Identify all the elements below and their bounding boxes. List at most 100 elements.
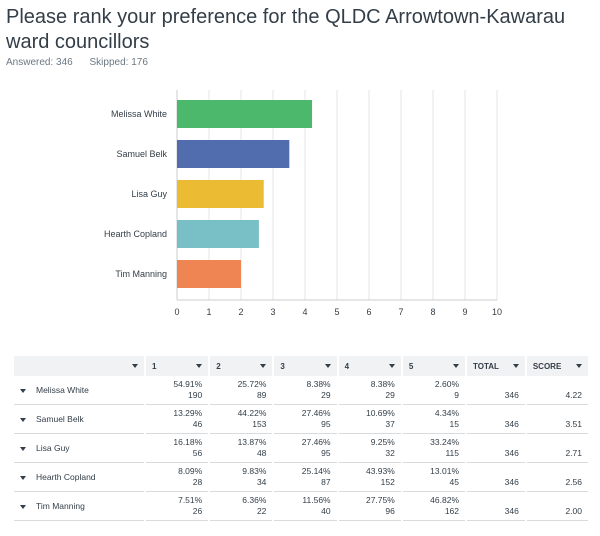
rank-cell: 16.18% 56 <box>143 433 210 463</box>
x-tick-label: 10 <box>492 307 502 315</box>
rank-count: 26 <box>192 506 203 516</box>
category-label: Lisa Guy <box>131 189 167 199</box>
rank-cell: 25.14% 87 <box>272 462 338 492</box>
column-header-label: 3 <box>280 361 285 371</box>
response-stats: Answered: 346 Skipped: 176 <box>6 57 162 68</box>
column-header-label: TOTAL <box>473 361 499 371</box>
column-header[interactable]: TOTAL <box>465 356 526 376</box>
rank-percent: 10.69% <box>365 408 395 418</box>
rank-cell: 7.51% 26 <box>143 491 210 521</box>
table-header-row: 1 2 3 4 5 TOTAL SCORE <box>14 356 588 376</box>
rank-cell: 27.46% 95 <box>272 404 338 434</box>
chevron-down-icon[interactable] <box>20 446 26 451</box>
rank-percent: 16.18% <box>173 437 203 447</box>
chevron-down-icon <box>453 364 460 368</box>
x-tick-label: 8 <box>430 307 435 315</box>
total-value: 346 <box>504 477 519 487</box>
rank-count: 152 <box>380 477 395 487</box>
bar[interactable] <box>177 140 290 168</box>
rank-percent: 54.91% <box>173 379 203 389</box>
table-row: Tim Manning 7.51% 26 6.36% 22 11.56% 40 27.75% 9… <box>14 491 588 521</box>
rank-percent: 46.82% <box>430 495 460 505</box>
total-cell: 346 <box>465 433 526 463</box>
column-header[interactable]: 5 <box>400 356 467 376</box>
column-header[interactable]: 3 <box>272 356 338 376</box>
column-header[interactable]: 2 <box>208 356 274 376</box>
total-value: 346 <box>504 419 519 429</box>
chevron-down-icon[interactable] <box>20 475 26 480</box>
column-header[interactable]: SCORE <box>524 356 588 376</box>
rank-cell: 13.87% 48 <box>208 433 274 463</box>
rank-count: 28 <box>192 477 203 487</box>
bar[interactable] <box>177 180 264 208</box>
table-row: Lisa Guy 16.18% 56 13.87% 48 27.46% 95 9.25% 32 3… <box>14 433 588 463</box>
score-cell: 4.22 <box>524 376 588 405</box>
column-header[interactable]: 4 <box>336 356 402 376</box>
x-tick-label: 2 <box>238 307 243 315</box>
score-cell: 3.51 <box>524 404 588 434</box>
rank-count: 162 <box>444 506 460 516</box>
row-label-cell[interactable]: Hearth Copland <box>14 462 145 492</box>
rank-cell: 10.69% 37 <box>336 404 402 434</box>
rank-cell: 13.29% 46 <box>143 404 210 434</box>
score-cell: 2.56 <box>524 462 588 492</box>
rank-count: 190 <box>188 390 203 400</box>
chart-bars <box>177 100 313 288</box>
rank-count: 48 <box>256 448 267 458</box>
bar[interactable] <box>177 260 241 288</box>
chevron-down-icon <box>576 364 582 368</box>
column-header-label: 5 <box>408 361 414 371</box>
rank-percent: 43.93% <box>365 466 395 476</box>
rank-count: 34 <box>256 477 267 487</box>
category-label: Tim Manning <box>115 269 167 279</box>
column-header[interactable]: 1 <box>143 356 210 376</box>
category-label: Hearth Copland <box>104 229 167 239</box>
rank-percent: 13.01% <box>430 466 460 476</box>
chevron-down-icon[interactable] <box>20 504 26 509</box>
rank-percent: 33.24% <box>430 437 460 447</box>
rank-count: 32 <box>385 448 395 458</box>
chevron-down-icon[interactable] <box>20 417 26 422</box>
chevron-down-icon <box>196 364 203 368</box>
bar[interactable] <box>177 220 259 248</box>
rank-percent: 2.60% <box>434 379 460 389</box>
rank-count: 45 <box>449 477 460 487</box>
x-tick-label: 9 <box>462 307 467 315</box>
rank-count: 22 <box>256 506 267 516</box>
rank-count: 29 <box>385 390 395 400</box>
bar[interactable] <box>177 100 313 128</box>
total-cell: 346 <box>465 462 526 492</box>
total-cell: 346 <box>465 491 526 521</box>
row-label: Lisa Guy <box>36 443 70 453</box>
rank-cell: 4.34% 15 <box>400 404 467 434</box>
rank-cell: 9.83% 34 <box>208 462 274 492</box>
row-label-cell[interactable]: Lisa Guy <box>14 433 145 463</box>
chevron-down-icon[interactable] <box>20 388 26 393</box>
row-label: Tim Manning <box>36 501 85 511</box>
row-label-cell[interactable]: Tim Manning <box>14 491 145 521</box>
category-label: Melissa White <box>111 109 167 119</box>
chart-x-axis: 0 1 2 3 4 5 6 7 8 9 10 <box>174 307 502 315</box>
chevron-down-icon <box>512 364 519 368</box>
score-value: 3.51 <box>565 419 582 429</box>
row-label-cell[interactable]: Samuel Belk <box>14 404 145 434</box>
score-cell: 2.00 <box>524 491 588 521</box>
rank-count: 29 <box>321 390 331 400</box>
question-title: Please rank your preference for the QLDC… <box>6 6 566 53</box>
rank-cell: 25.72% 89 <box>208 376 274 405</box>
chart-category-labels: Melissa White Samuel Belk Lisa Guy Hearth C… <box>104 109 168 279</box>
rank-cell: 11.56% 40 <box>272 491 338 521</box>
row-label: Samuel Belk <box>36 414 84 424</box>
row-header-sort[interactable] <box>14 356 145 376</box>
rank-cell: 46.82% 162 <box>400 491 467 521</box>
table-row: Hearth Copland 8.09% 28 9.83% 34 25.14% 87 43.9… <box>14 462 588 492</box>
category-label: Samuel Belk <box>116 149 167 159</box>
rank-count: 40 <box>321 506 331 516</box>
chevron-down-icon <box>132 364 138 368</box>
row-label-cell[interactable]: Melissa White <box>14 376 145 405</box>
rank-count: 96 <box>385 506 395 516</box>
ranking-bar-chart: Melissa White Samuel Belk Lisa Guy Hearth C… <box>104 90 502 315</box>
rank-percent: 4.34% <box>434 408 460 418</box>
x-tick-label: 6 <box>366 307 371 315</box>
rank-cell: 27.75% 96 <box>336 491 402 521</box>
